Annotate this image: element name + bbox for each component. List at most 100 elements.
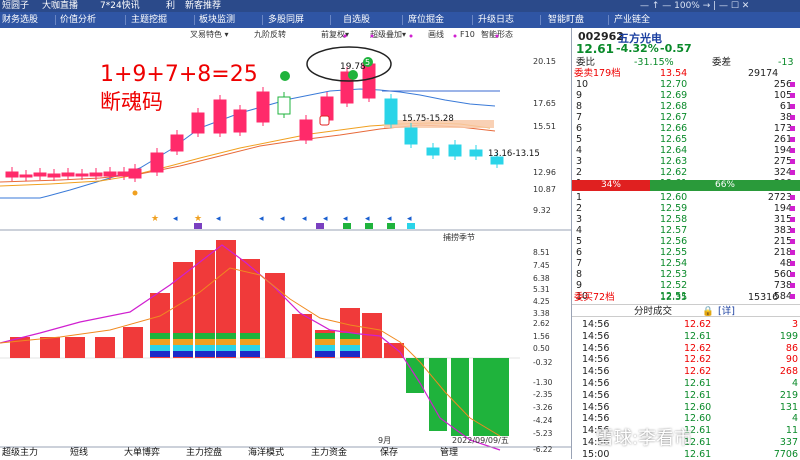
stock-name[interactable]: 五方光电 [618, 32, 662, 45]
btab-ocean-mode[interactable]: 海洋模式 [248, 448, 285, 458]
indicator-bar-red [195, 250, 215, 358]
order-row[interactable]: 9 12.52 738 [572, 280, 800, 291]
trade-volume: 7706 [773, 448, 798, 460]
btab-short-line[interactable]: 短线 [70, 448, 89, 458]
indicator-bar-red [384, 343, 404, 358]
candlestick-chart[interactable]: 19.78 5 15.75-15.28 13.16-13.15 20.15 17… [0, 28, 571, 231]
order-row[interactable]: 10 12.70 256 [572, 79, 800, 90]
signal-box-icon [343, 223, 351, 229]
trade-row: 14:56 12.61 199 [572, 331, 800, 342]
trade-price: 12.61 [684, 378, 712, 389]
toolbar-adjust-dropdown[interactable]: 前复权▾ [321, 30, 350, 39]
tab-seat-mining[interactable]: 席位掘金 [408, 15, 445, 25]
order-row[interactable]: 9 12.69 105 [572, 90, 800, 101]
tab-finance-pick[interactable]: 财务选股 [2, 15, 39, 25]
order-row[interactable]: 3 12.63 275 [572, 156, 800, 167]
trades-detail-link[interactable]: [详] [718, 306, 735, 317]
tab-sector-monitor[interactable]: 板块监测 [199, 15, 236, 25]
candle-body [233, 109, 247, 133]
tab-theme-mining[interactable]: 主题挖掘 [131, 15, 168, 25]
order-marker-icon [790, 93, 795, 98]
indicator-band [173, 345, 193, 351]
trade-volume: 11 [785, 425, 798, 437]
panel-divider [571, 28, 572, 459]
indicator-axis-label: 6.38 [533, 274, 550, 283]
trade-row: 14:56 12.62 90 [572, 354, 800, 365]
order-row[interactable]: 8 12.53 560 [572, 269, 800, 280]
order-row[interactable]: 5 12.65 261 [572, 134, 800, 145]
order-marker-icon [790, 104, 795, 109]
candle-body [277, 96, 291, 115]
indicator-chart[interactable]: 捕捞季节 9月 2022/09/09/五 8.51 7.45 6.38 5.31 4.2… [0, 231, 571, 459]
tab-watchlist[interactable]: 自选股 [343, 15, 371, 25]
order-level: 5 [576, 134, 583, 145]
tab-upgrade-log[interactable]: 升级日志 [478, 15, 515, 25]
order-row[interactable]: 6 12.66 173 [572, 123, 800, 134]
indicator-bar-red [40, 337, 60, 358]
green-marker-label: 5 [365, 58, 370, 67]
signal-marker-icon: ◂ [407, 214, 412, 224]
signal-marker-icon: ◂ [302, 214, 307, 224]
order-marker-icon [790, 250, 795, 255]
signal-marker-icon: ◂ [343, 214, 348, 224]
btab-save[interactable]: 保存 [380, 448, 399, 458]
window-controls[interactable]: — ↑ — 100% → | — ☐ ✕ [640, 1, 750, 11]
trade-row: 14:56 12.60 131 [572, 402, 800, 413]
wei-cha-label: 委差 [712, 57, 732, 68]
menu-item-0[interactable]: 短圆子 [2, 1, 30, 11]
trade-time: 14:56 [582, 389, 610, 401]
indicator-band [340, 351, 360, 357]
order-row[interactable]: 5 12.56 215 [572, 236, 800, 247]
tab-smart-watch[interactable]: 智能盯盘 [548, 15, 585, 25]
toolbar-overlay-dropdown[interactable]: 超级叠加▾ [370, 30, 407, 39]
tab-multi-stock[interactable]: 多股同屏 [268, 15, 305, 25]
order-price: 12.51 [660, 291, 688, 302]
order-volume: 2723 [767, 192, 792, 203]
tab-value-analysis[interactable]: 价值分析 [60, 15, 97, 25]
toolbar-feature-dropdown[interactable]: 叉易特色 ▾ [190, 30, 229, 39]
order-price: 12.64 [660, 145, 688, 156]
order-row[interactable]: 1 12.60 2723 [572, 192, 800, 203]
order-row[interactable]: 7 12.67 38 [572, 112, 800, 123]
order-price: 12.63 [660, 156, 688, 167]
toolbar-draw-line[interactable]: 画线 [428, 30, 444, 39]
order-marker-icon [790, 126, 795, 131]
indicator-band [216, 333, 236, 339]
menu-item-live[interactable]: 大咖直播 [42, 1, 79, 11]
order-row[interactable]: 7 12.54 48 [572, 258, 800, 269]
order-row[interactable]: 4 12.57 383 [572, 225, 800, 236]
btab-manage[interactable]: 管理 [440, 448, 459, 458]
tab-industry-chain[interactable]: 产业链全 [614, 15, 651, 25]
order-row[interactable]: 2 12.59 194 [572, 203, 800, 214]
btab-big-order[interactable]: 大单博弈 [124, 448, 161, 458]
order-row[interactable]: 2 12.62 324 [572, 167, 800, 178]
order-row[interactable]: 8 12.68 61 [572, 101, 800, 112]
trade-time: 14:56 [582, 330, 610, 342]
candle-body [426, 147, 440, 156]
trade-time: 14:56 [582, 319, 610, 330]
orange-dot-icon [132, 190, 138, 196]
menu-item-news[interactable]: 7*24快讯 [100, 1, 140, 11]
order-row[interactable]: 10 12.51 584 [572, 291, 800, 302]
btab-main-control[interactable]: 主力控盘 [186, 448, 223, 458]
order-marker-icon [790, 195, 795, 200]
toolbar-nine-reversal[interactable]: 九阶反转 [254, 30, 286, 39]
indicator-axis-label: -4.24 [533, 416, 553, 425]
candle-body [340, 71, 354, 104]
candle-body [89, 172, 103, 177]
toolbar-f10[interactable]: F10 [460, 30, 475, 39]
order-marker-icon [790, 217, 795, 222]
order-price: 12.52 [660, 280, 688, 291]
order-row[interactable]: 3 12.58 315 [572, 214, 800, 225]
btab-super-main[interactable]: 超级主力 [2, 448, 39, 458]
order-row[interactable]: 4 12.64 194 [572, 145, 800, 156]
trade-row: 14:56 12.61 219 [572, 390, 800, 401]
indicator-band [315, 351, 335, 357]
order-row[interactable]: 6 12.55 218 [572, 247, 800, 258]
order-price: 12.69 [660, 90, 688, 101]
menu-item-new-client[interactable]: 新客推荐 [185, 1, 222, 11]
indicator-band [216, 351, 236, 357]
btab-main-funds[interactable]: 主力资金 [311, 448, 348, 458]
menu-item-li[interactable]: 利 [166, 1, 176, 11]
signal-marker-icon: ◂ [280, 214, 285, 224]
